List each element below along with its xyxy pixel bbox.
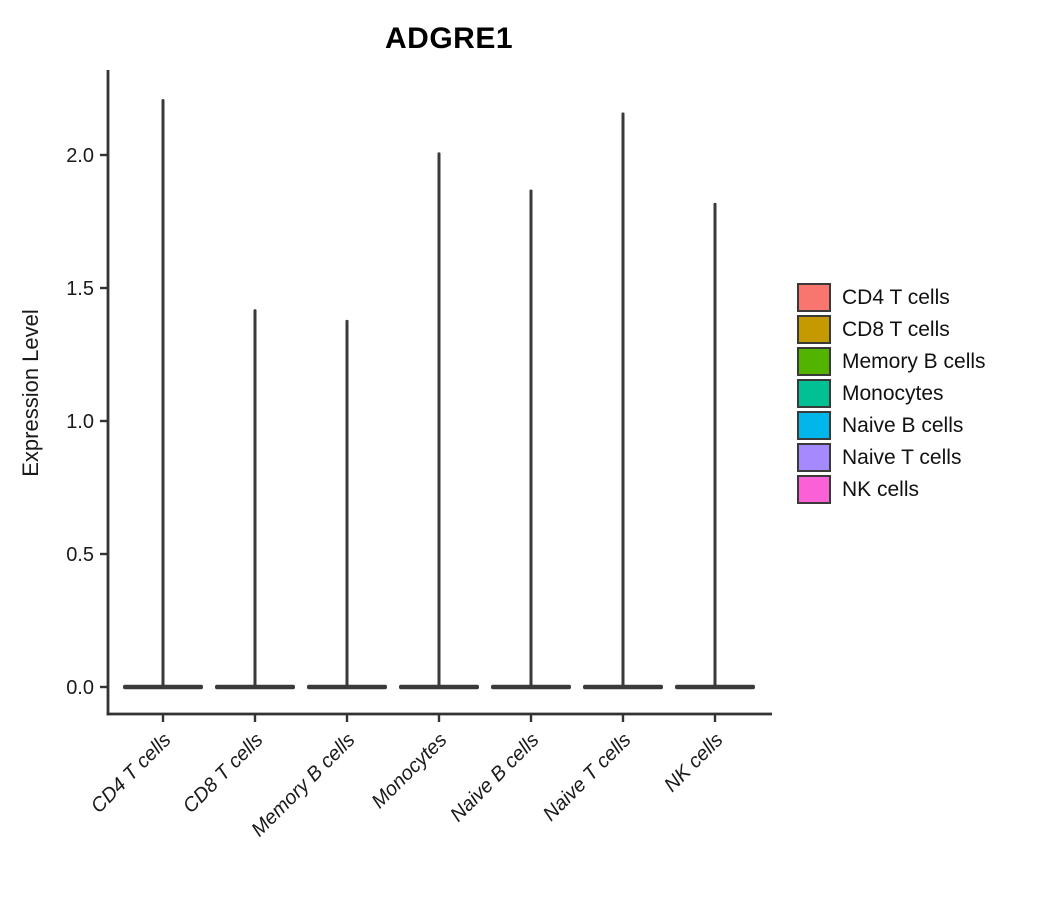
x-tick-label: Naive T cells xyxy=(539,729,636,826)
legend: CD4 T cells CD8 T cells Memory B cells Mono… xyxy=(797,283,986,504)
y-tick-label: 2.0 xyxy=(66,145,94,167)
legend-key-swatch xyxy=(797,443,831,472)
legend-key-swatch xyxy=(797,347,831,376)
legend-label: Monocytes xyxy=(842,382,944,405)
legend-key-swatch xyxy=(797,283,831,312)
legend-item: Memory B cells xyxy=(797,347,986,376)
legend-label: CD4 T cells xyxy=(842,286,950,309)
legend-item: Monocytes xyxy=(797,379,986,408)
violin-spike xyxy=(161,99,165,687)
legend-item: Naive B cells xyxy=(797,411,986,440)
legend-key-swatch xyxy=(797,411,831,440)
violin-spike xyxy=(253,309,257,687)
legend-key-swatch xyxy=(797,475,831,504)
x-tick-label: NK cells xyxy=(660,729,727,796)
violin-spike xyxy=(529,189,533,687)
legend-label: Naive B cells xyxy=(842,414,964,437)
legend-key-swatch xyxy=(797,315,831,344)
violin-spike xyxy=(621,112,625,687)
x-tick-label: CD8 T cells xyxy=(179,729,268,818)
plot-title: ADGRE1 xyxy=(384,22,514,55)
legend-label: NK cells xyxy=(842,478,920,501)
legend-item: CD4 T cells xyxy=(797,283,986,312)
y-tick-label: 1.5 xyxy=(66,278,94,300)
x-tick-label: CD4 T cells xyxy=(87,729,176,818)
legend-label: Memory B cells xyxy=(842,350,986,373)
y-tick-label: 1.0 xyxy=(66,411,94,433)
legend-key-swatch xyxy=(797,379,831,408)
x-tick-label: Naive B cells xyxy=(446,729,543,826)
legend-label: CD8 T cells xyxy=(842,318,950,341)
legend-label: Naive T cells xyxy=(842,446,962,469)
legend-item: CD8 T cells xyxy=(797,315,986,344)
x-tick-label: Monocytes xyxy=(368,729,452,813)
legend-item: NK cells xyxy=(797,475,986,504)
violin-spike xyxy=(713,202,717,687)
y-tick-label: 0.0 xyxy=(66,677,94,699)
violin-spike xyxy=(345,319,349,687)
legend-item: Naive T cells xyxy=(797,443,986,472)
y-tick-label: 0.5 xyxy=(66,544,94,566)
violin-spike xyxy=(437,152,441,688)
